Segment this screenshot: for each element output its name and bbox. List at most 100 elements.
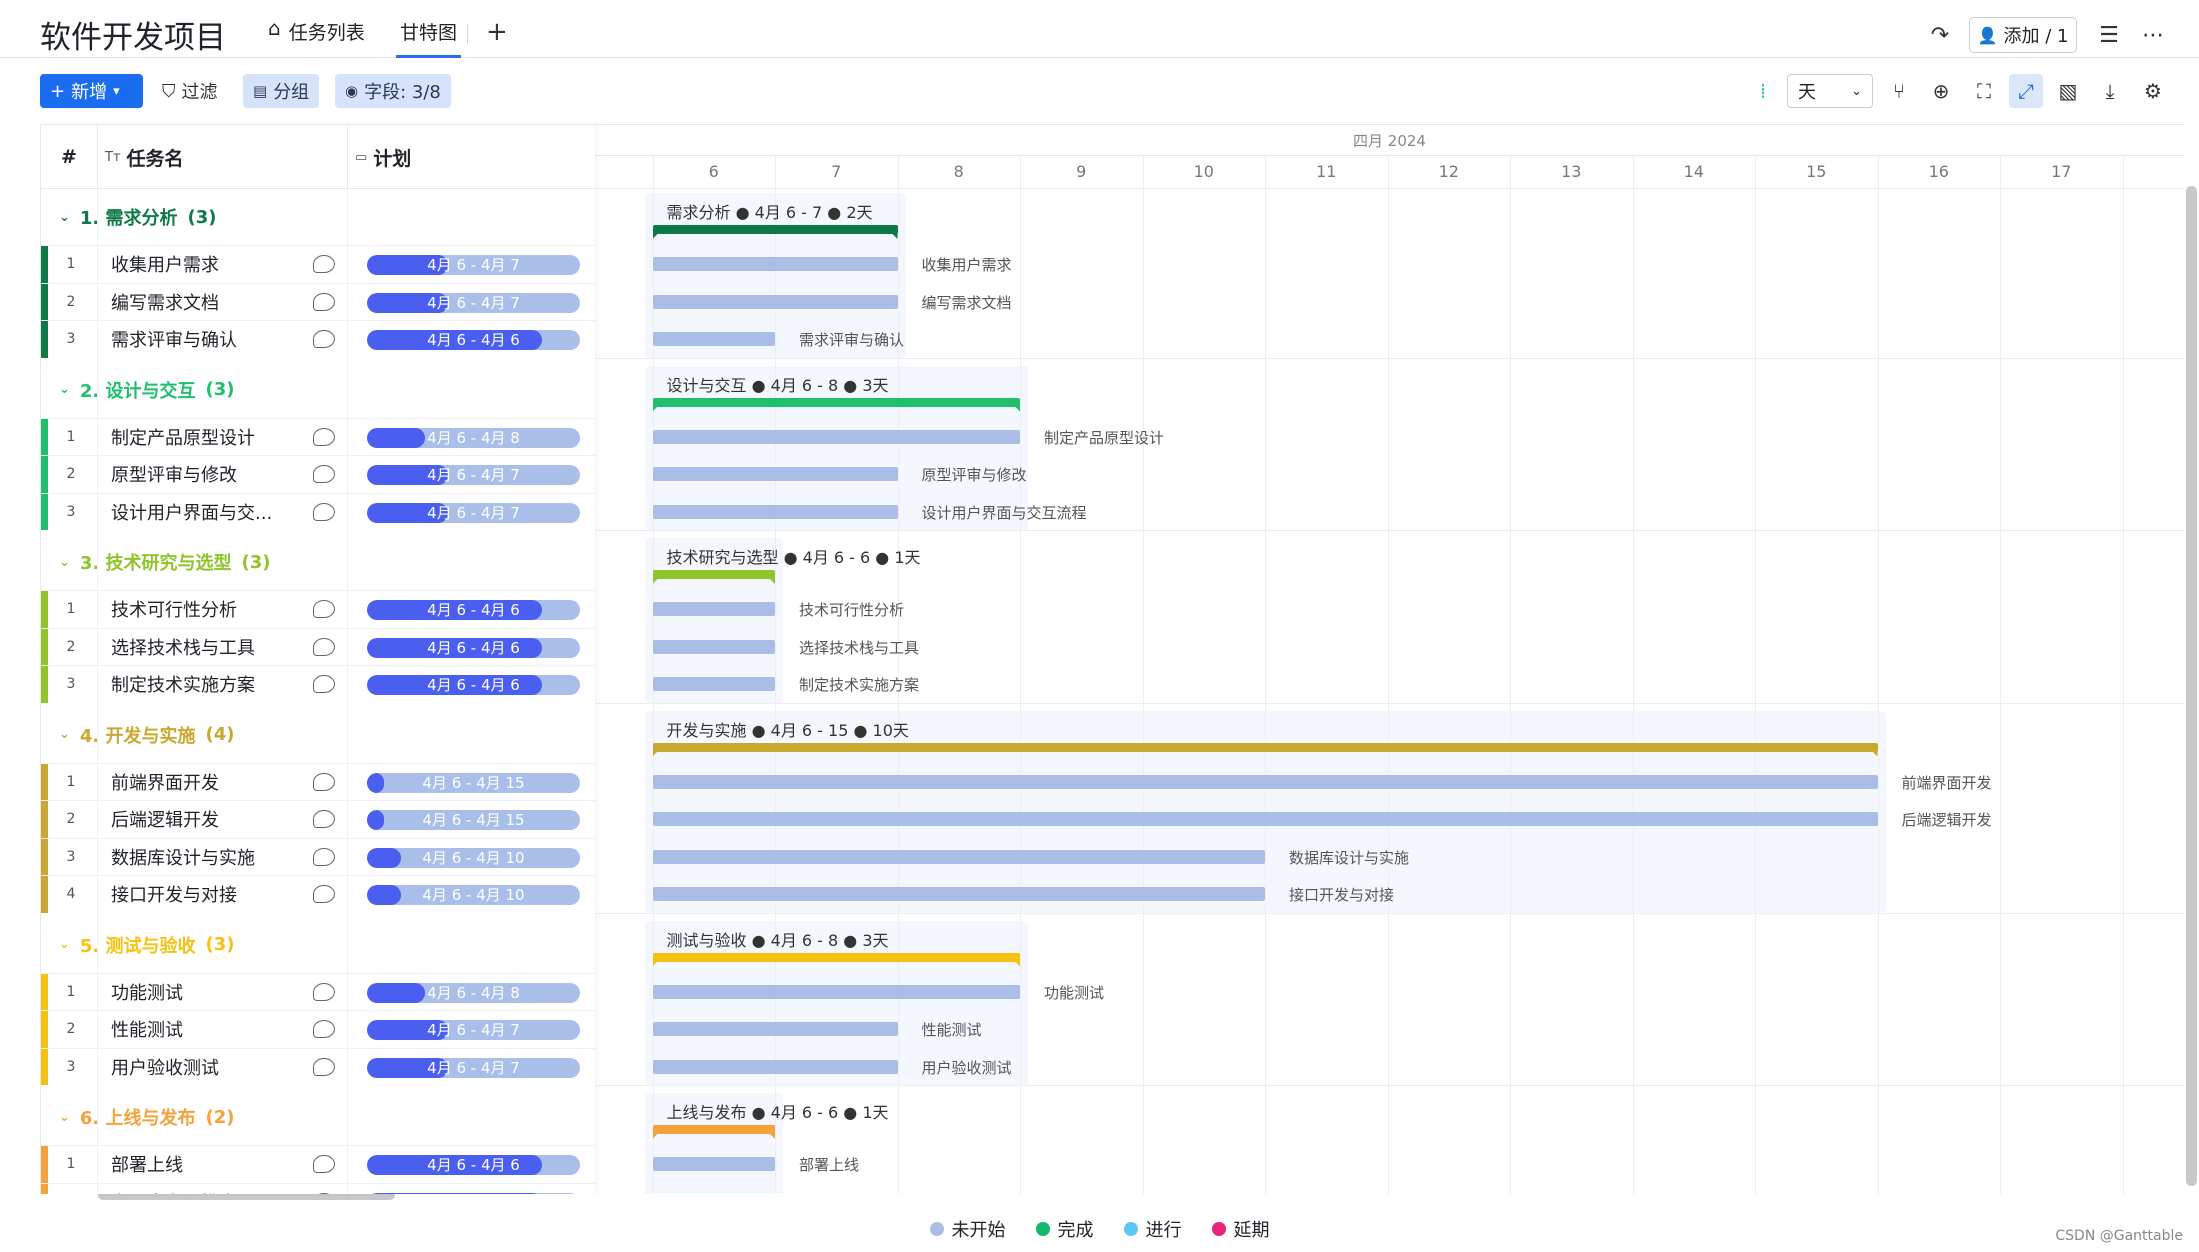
- plan-progress[interactable]: 4月 6 - 4月 6: [367, 330, 580, 350]
- plan-progress[interactable]: 4月 6 - 4月 7: [367, 502, 580, 523]
- comment-icon[interactable]: [313, 1155, 335, 1173]
- group-header[interactable]: ⌄ 1. 需求分析 (3): [41, 189, 595, 245]
- comment-icon[interactable]: [313, 637, 335, 656]
- comment-icon[interactable]: [313, 885, 335, 903]
- task-name[interactable]: 接口开发与对接: [111, 885, 237, 907]
- gantt-task-bar[interactable]: [652, 602, 775, 616]
- task-name[interactable]: 产品发布与推广: [111, 1189, 321, 1194]
- plan-progress[interactable]: 4月 6 - 4月 7: [367, 465, 580, 485]
- table-row[interactable]: 2 选择技术栈与工具 4月 6 - 4月 6: [41, 627, 595, 665]
- horizontal-scrollbar[interactable]: [98, 1190, 395, 1200]
- plan-progress[interactable]: 4月 6 - 4月 15: [367, 772, 580, 793]
- gantt-summary-bar[interactable]: [652, 742, 1878, 752]
- plan-progress[interactable]: 4月 6 - 4月 7: [367, 1020, 580, 1040]
- tab-gantt[interactable]: 甘特图: [396, 18, 462, 58]
- table-row[interactable]: 1 部署上线 4月 6 - 4月 6: [41, 1145, 595, 1183]
- locate-today-icon[interactable]: ⊕: [1932, 79, 1950, 103]
- comment-icon[interactable]: [313, 330, 335, 348]
- task-list-settings-icon[interactable]: ☰: [2099, 22, 2119, 48]
- plan-progress[interactable]: 4月 6 - 4月 10: [367, 847, 580, 868]
- gantt-task-bar[interactable]: [652, 774, 1878, 789]
- new-button[interactable]: + 新增 ▾: [40, 74, 143, 108]
- plan-progress[interactable]: 4月 6 - 4月 7: [367, 255, 580, 275]
- comment-icon[interactable]: [313, 1057, 335, 1076]
- vertical-scrollbar[interactable]: [2186, 186, 2197, 1186]
- share-icon[interactable]: ↷: [1930, 22, 1950, 48]
- task-name[interactable]: 前端界面开发: [111, 772, 219, 794]
- gantt-task-bar[interactable]: [652, 677, 775, 691]
- table-row[interactable]: 3 数据库设计与实施 4月 6 - 4月 10: [41, 837, 595, 875]
- table-row[interactable]: 3 需求评审与确认 4月 6 - 4月 6: [41, 320, 595, 358]
- comment-icon[interactable]: [313, 427, 335, 446]
- group-header[interactable]: ⌄ 6. 上线与发布 (2): [41, 1089, 595, 1145]
- comment-icon[interactable]: [313, 292, 335, 311]
- gantt-task-bar[interactable]: [652, 429, 1020, 444]
- table-row[interactable]: 1 收集用户需求 4月 6 - 4月 7: [41, 245, 595, 283]
- task-name[interactable]: 原型评审与修改: [111, 465, 237, 487]
- tab-task-list[interactable]: ⌂ 任务列表: [268, 18, 365, 58]
- comment-icon[interactable]: [313, 465, 335, 483]
- table-row[interactable]: 4 接口开发与对接 4月 6 - 4月 10: [41, 875, 595, 913]
- comment-icon[interactable]: [313, 502, 335, 521]
- plan-progress[interactable]: 4月 6 - 4月 15: [367, 810, 580, 830]
- task-name[interactable]: 选择技术栈与工具: [111, 637, 255, 659]
- gantt-task-bar[interactable]: [652, 504, 898, 519]
- task-name[interactable]: 功能测试: [111, 982, 183, 1004]
- comment-icon[interactable]: [313, 847, 335, 866]
- comment-icon[interactable]: [313, 675, 335, 693]
- group-header[interactable]: ⌄ 3. 技术研究与选型 (3): [41, 534, 595, 590]
- table-row[interactable]: 1 技术可行性分析 4月 6 - 4月 6: [41, 590, 595, 628]
- gantt-task-bar[interactable]: [652, 1022, 898, 1036]
- expand-icon[interactable]: ⤢: [2009, 74, 2043, 108]
- fit-screen-icon[interactable]: ⛶: [1977, 79, 1991, 103]
- plan-progress[interactable]: 4月 6 - 4月 6: [367, 1155, 580, 1175]
- more-icon[interactable]: ⋯: [2142, 22, 2164, 48]
- task-name[interactable]: 收集用户需求: [111, 255, 219, 277]
- task-name[interactable]: 技术可行性分析: [111, 600, 237, 622]
- comment-icon[interactable]: [313, 810, 335, 828]
- gantt-task-bar[interactable]: [652, 1059, 898, 1074]
- table-row[interactable]: 2 编写需求文档 4月 6 - 4月 7: [41, 282, 595, 320]
- plan-progress[interactable]: 4月 6 - 4月 6: [367, 1192, 580, 1194]
- table-row[interactable]: 2产品发布与推广4月 6 - 4月 6: [41, 1182, 595, 1194]
- plan-progress[interactable]: 4月 6 - 4月 7: [367, 292, 580, 313]
- gantt-summary-bar[interactable]: [652, 225, 898, 234]
- critical-path-icon[interactable]: ⁞: [1759, 79, 1767, 103]
- comment-icon[interactable]: [313, 255, 335, 273]
- gantt-task-bar[interactable]: [652, 887, 1265, 901]
- task-name[interactable]: 制定技术实施方案: [111, 675, 255, 697]
- gantt-summary-bar[interactable]: [652, 570, 775, 579]
- baseline-icon[interactable]: ▧: [2058, 79, 2078, 103]
- comment-icon[interactable]: [313, 1020, 335, 1038]
- comment-icon[interactable]: [313, 982, 335, 1001]
- add-tab-icon[interactable]: +: [486, 17, 508, 47]
- task-name[interactable]: 设计用户界面与交...: [111, 502, 273, 524]
- table-row[interactable]: 3 制定技术实施方案 4月 6 - 4月 6: [41, 665, 595, 703]
- gantt-summary-bar[interactable]: [652, 1125, 775, 1134]
- plan-progress[interactable]: 4月 6 - 4月 8: [367, 982, 580, 1003]
- task-name[interactable]: 制定产品原型设计: [111, 427, 255, 449]
- gantt-task-bar[interactable]: [652, 332, 775, 346]
- comment-icon[interactable]: [313, 772, 335, 791]
- gantt-summary-bar[interactable]: [652, 397, 1020, 407]
- table-row[interactable]: 2 后端逻辑开发 4月 6 - 4月 15: [41, 800, 595, 838]
- task-name[interactable]: 需求评审与确认: [111, 330, 237, 352]
- table-row[interactable]: 2 原型评审与修改 4月 6 - 4月 7: [41, 455, 595, 493]
- group-header[interactable]: ⌄ 5. 测试与验收 (3): [41, 917, 595, 973]
- plan-progress[interactable]: 4月 6 - 4月 6: [367, 600, 580, 620]
- gantt-task-bar[interactable]: [652, 257, 898, 271]
- gantt-task-bar[interactable]: [652, 639, 775, 654]
- plan-progress[interactable]: 4月 6 - 4月 8: [367, 427, 580, 448]
- table-row[interactable]: 1 前端界面开发 4月 6 - 4月 15: [41, 762, 595, 800]
- gantt-task-bar[interactable]: [652, 849, 1265, 864]
- task-name[interactable]: 性能测试: [111, 1020, 183, 1042]
- add-member-button[interactable]: 👤 添加 / 1: [1969, 17, 2077, 53]
- task-name[interactable]: 编写需求文档: [111, 292, 219, 314]
- table-row[interactable]: 3 设计用户界面与交... 4月 6 - 4月 7: [41, 492, 595, 530]
- group-header[interactable]: ⌄ 2. 设计与交互 (3): [41, 362, 595, 418]
- table-row[interactable]: 3 用户验收测试 4月 6 - 4月 7: [41, 1047, 595, 1085]
- filter-button[interactable]: ⛉ 过滤: [152, 74, 228, 108]
- task-name[interactable]: 后端逻辑开发: [111, 810, 219, 832]
- download-icon[interactable]: ⤓: [2105, 79, 2115, 103]
- gantt-task-bar[interactable]: [652, 467, 898, 481]
